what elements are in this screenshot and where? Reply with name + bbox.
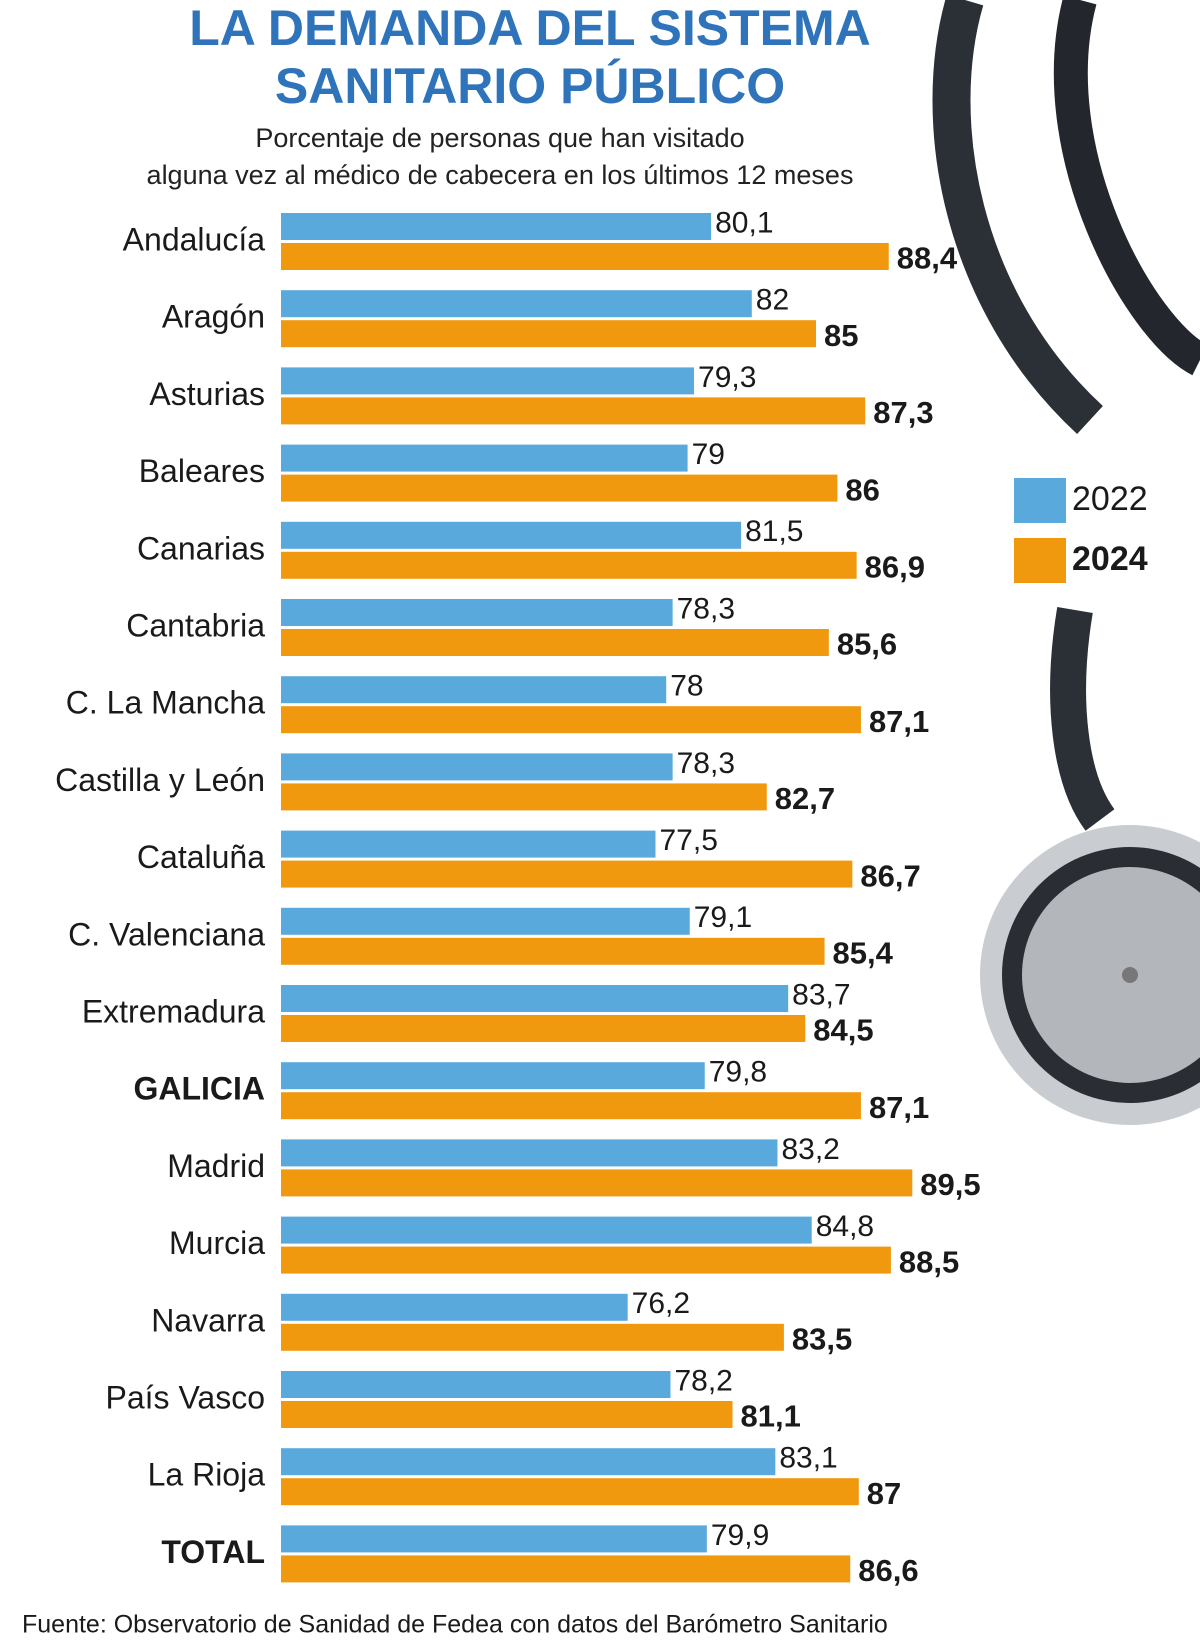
bar xyxy=(281,444,688,472)
category-label: País Vasco xyxy=(106,1379,265,1415)
bar xyxy=(281,1169,913,1197)
category-label: Navarra xyxy=(151,1302,265,1338)
bar xyxy=(281,937,825,965)
bar xyxy=(281,1015,806,1042)
value-label: 87,3 xyxy=(873,395,933,430)
category-label: TOTAL xyxy=(161,1534,265,1570)
value-label: 87 xyxy=(867,1476,901,1511)
value-label: 79,8 xyxy=(709,1056,767,1089)
bar xyxy=(281,1478,859,1506)
value-label: 86 xyxy=(845,472,879,507)
bar xyxy=(281,860,853,888)
bar xyxy=(281,1555,851,1583)
value-label: 89,5 xyxy=(920,1167,980,1202)
value-label: 83,7 xyxy=(792,978,850,1011)
category-label: Canarias xyxy=(137,530,265,566)
value-label: 77,5 xyxy=(660,824,718,857)
value-label: 86,6 xyxy=(858,1553,918,1588)
bar xyxy=(281,551,857,579)
value-label: 79,1 xyxy=(694,901,752,934)
category-label: La Rioja xyxy=(148,1457,266,1493)
bar xyxy=(281,213,712,240)
value-label: 78 xyxy=(670,670,703,703)
value-label: 80,1 xyxy=(715,206,773,239)
value-label: 82 xyxy=(756,284,789,317)
legend-swatch xyxy=(1014,478,1066,523)
stethoscope-decoration xyxy=(932,0,1200,1125)
value-label: 87,1 xyxy=(869,1090,929,1125)
bar xyxy=(281,1139,778,1167)
category-label: Murcia xyxy=(169,1225,265,1261)
chart-subtitle: Porcentaje de personas que han visitado a… xyxy=(147,123,854,190)
bar xyxy=(281,629,829,656)
bar xyxy=(281,243,889,270)
legend-label: 2022 xyxy=(1072,480,1148,518)
value-label: 84,5 xyxy=(813,1013,873,1048)
bar xyxy=(281,1448,776,1476)
value-label: 87,1 xyxy=(869,704,929,739)
bar xyxy=(281,706,861,734)
chart-title: LA DEMANDA DEL SISTEMA SANITARIO PÚBLICO xyxy=(189,0,871,114)
value-label: 82,7 xyxy=(775,781,835,816)
bar xyxy=(281,1092,861,1120)
source: Fuente: Observatorio de Sanidad de Fedea… xyxy=(22,1611,888,1639)
category-label: C. Valenciana xyxy=(68,916,265,952)
category-label: Cataluña xyxy=(137,839,265,875)
value-label: 85,6 xyxy=(837,627,897,662)
bar xyxy=(281,1525,707,1553)
bar xyxy=(281,599,673,626)
category-label: Asturias xyxy=(149,376,265,412)
value-label: 86,7 xyxy=(860,858,920,893)
category-label: Madrid xyxy=(167,1148,265,1184)
bar xyxy=(281,907,690,935)
legend-label: 2024 xyxy=(1072,540,1148,578)
value-label: 88,4 xyxy=(897,241,958,276)
value-label: 79 xyxy=(692,438,725,471)
value-label: 76,2 xyxy=(632,1287,690,1320)
bar xyxy=(281,985,789,1012)
bar xyxy=(281,367,695,395)
value-label: 79,3 xyxy=(698,361,756,394)
value-label: 83,5 xyxy=(792,1321,852,1356)
value-label: 79,9 xyxy=(711,1519,769,1552)
legend-swatch xyxy=(1014,538,1066,583)
bar xyxy=(281,1323,784,1351)
bar xyxy=(281,1371,671,1398)
category-label: Andalucía xyxy=(123,221,266,257)
category-label: Castilla y León xyxy=(55,762,265,798)
bar xyxy=(281,783,767,811)
bar xyxy=(281,1062,705,1090)
bar xyxy=(281,1246,891,1274)
value-label: 78,3 xyxy=(677,747,735,780)
category-label: Baleares xyxy=(139,453,265,489)
category-label: GALICIA xyxy=(133,1071,265,1107)
category-label: C. La Mancha xyxy=(66,685,265,721)
category-label: Aragón xyxy=(162,299,265,335)
category-label: Extremadura xyxy=(82,993,265,1029)
bar xyxy=(281,474,838,502)
value-label: 88,5 xyxy=(899,1244,959,1279)
value-label: 85 xyxy=(824,318,858,353)
value-label: 86,9 xyxy=(865,549,925,584)
value-label: 81,1 xyxy=(741,1399,801,1434)
bar xyxy=(281,676,667,704)
value-label: 85,4 xyxy=(833,935,894,970)
bar xyxy=(281,1216,812,1244)
bar xyxy=(281,290,752,318)
value-label: 78,3 xyxy=(677,592,735,625)
value-label: 81,5 xyxy=(745,515,803,548)
value-label: 84,8 xyxy=(816,1210,874,1243)
bar xyxy=(281,397,866,425)
value-label: 78,2 xyxy=(674,1364,732,1397)
bar xyxy=(281,521,742,549)
value-label: 83,1 xyxy=(779,1442,837,1475)
bar xyxy=(281,830,656,858)
bar xyxy=(281,1401,733,1428)
category-label: Cantabria xyxy=(126,607,265,643)
bar xyxy=(281,1293,628,1321)
value-label: 83,2 xyxy=(781,1133,839,1166)
bar xyxy=(281,753,673,781)
bar xyxy=(281,320,816,348)
